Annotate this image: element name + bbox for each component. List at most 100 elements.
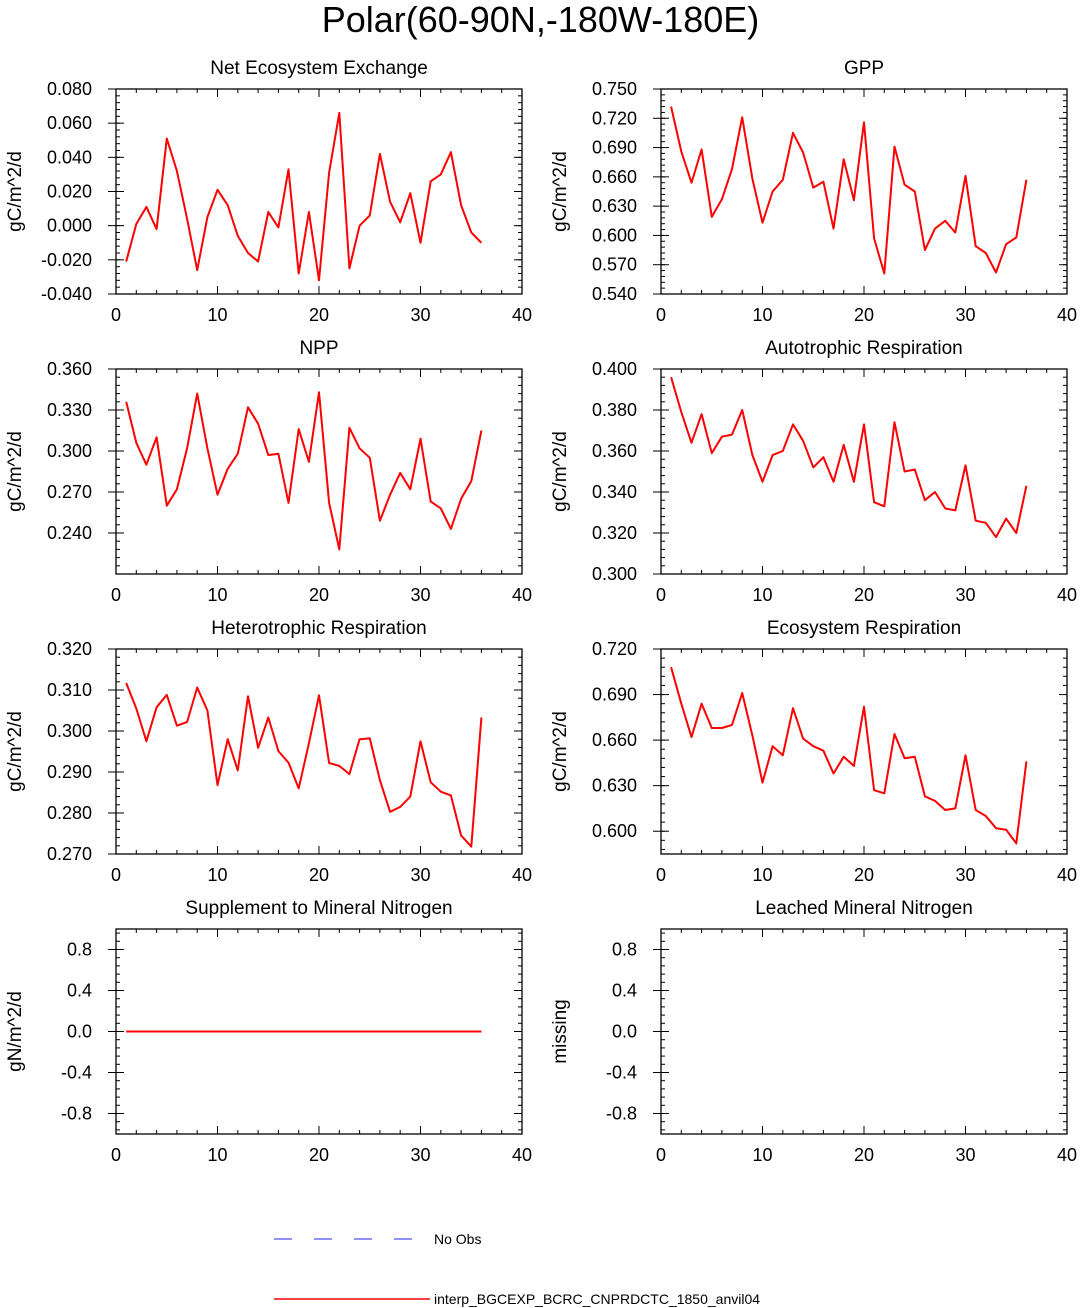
y-axis-label: gC/m^2/d bbox=[5, 151, 26, 232]
chart-6: Ecosystem Respiration gC/m^2/d 0 10 20 30 40 0.… bbox=[550, 618, 1077, 885]
x-tick-label: 20 bbox=[309, 865, 329, 885]
x-tick-label: 40 bbox=[512, 865, 532, 885]
x-tick-label: 0 bbox=[111, 305, 121, 325]
legend-obs-label: No Obs bbox=[434, 1231, 481, 1247]
series-line bbox=[670, 106, 1028, 275]
y-tick-label: 0.280 bbox=[47, 803, 92, 823]
x-tick-label: 40 bbox=[512, 305, 532, 325]
chart-title: GPP bbox=[844, 58, 884, 79]
x-tick-label: 10 bbox=[752, 865, 772, 885]
y-tick-label: 0.660 bbox=[592, 167, 637, 187]
y-tick-label: 0.4 bbox=[67, 981, 92, 1001]
y-tick-label: 0.400 bbox=[592, 359, 637, 379]
y-tick-label: -0.4 bbox=[606, 1063, 637, 1083]
y-tick-label: 0.8 bbox=[612, 940, 637, 960]
y-tick-label: 0.570 bbox=[592, 255, 637, 275]
y-tick-label: 0.270 bbox=[47, 844, 92, 864]
y-axis-label: gC/m^2/d bbox=[550, 151, 571, 232]
y-tick-label: 0.720 bbox=[592, 108, 637, 128]
y-tick-label: 0.300 bbox=[592, 564, 637, 584]
x-tick-label: 30 bbox=[955, 865, 975, 885]
y-tick-label: 0.040 bbox=[47, 147, 92, 167]
y-axis-label: gC/m^2/d bbox=[550, 431, 571, 512]
y-tick-label: 0.290 bbox=[47, 762, 92, 782]
x-tick-label: 20 bbox=[854, 585, 874, 605]
y-tick-label: 0.300 bbox=[47, 441, 92, 461]
chart-7: Supplement to Mineral Nitrogen gN/m^2/d 0 1… bbox=[5, 898, 532, 1165]
x-tick-label: 30 bbox=[410, 585, 430, 605]
chart-8: Leached Mineral Nitrogen missing 0 10 20 30 40… bbox=[550, 898, 1077, 1165]
y-tick-label: 0.080 bbox=[47, 79, 92, 99]
x-tick-label: 40 bbox=[512, 585, 532, 605]
x-tick-label: 10 bbox=[752, 1145, 772, 1165]
y-tick-label: -0.8 bbox=[61, 1104, 92, 1124]
x-tick-label: 20 bbox=[854, 305, 874, 325]
chart-4: Autotrophic Respiration gC/m^2/d 0 10 20 30 40… bbox=[550, 338, 1077, 605]
x-tick-label: 40 bbox=[1057, 1145, 1077, 1165]
x-tick-label: 0 bbox=[656, 865, 666, 885]
series-line bbox=[670, 666, 1028, 845]
y-tick-label: -0.020 bbox=[41, 250, 92, 270]
series-line bbox=[125, 682, 483, 848]
x-tick-label: 10 bbox=[752, 585, 772, 605]
y-tick-label: 0.660 bbox=[592, 730, 637, 750]
y-tick-label: 0.270 bbox=[47, 482, 92, 502]
legend-model-label: interp_BGCEXP_BCRC_CNPRDCTC_1850_anvil04 bbox=[434, 1291, 760, 1307]
page-title: Polar(60-90N,-180W-180E) bbox=[321, 0, 760, 40]
y-tick-label: 0.240 bbox=[47, 523, 92, 543]
x-tick-label: 0 bbox=[111, 865, 121, 885]
x-tick-label: 0 bbox=[656, 585, 666, 605]
y-tick-label: 0.630 bbox=[592, 196, 637, 216]
y-tick-label: 0.600 bbox=[592, 225, 637, 245]
y-tick-label: -0.040 bbox=[41, 284, 92, 304]
x-tick-label: 10 bbox=[207, 1145, 227, 1165]
y-tick-label: 0.310 bbox=[47, 680, 92, 700]
y-tick-label: 0.000 bbox=[47, 216, 92, 236]
x-tick-label: 0 bbox=[111, 585, 121, 605]
y-axis-label: gC/m^2/d bbox=[550, 711, 571, 792]
x-tick-label: 0 bbox=[111, 1145, 121, 1165]
y-tick-label: 0.360 bbox=[47, 359, 92, 379]
x-tick-label: 30 bbox=[955, 1145, 975, 1165]
series-line bbox=[125, 391, 483, 551]
chart-3: NPP gC/m^2/d 0 10 20 30 40 0.240 0.270 0.300 0.330… bbox=[5, 338, 532, 605]
x-tick-label: 40 bbox=[1057, 585, 1077, 605]
chart-title: NPP bbox=[299, 338, 338, 359]
y-tick-label: -0.4 bbox=[61, 1063, 92, 1083]
x-tick-label: 30 bbox=[410, 1145, 430, 1165]
y-tick-label: 0.0 bbox=[67, 1022, 92, 1042]
chart-title: Ecosystem Respiration bbox=[767, 618, 961, 639]
x-tick-label: 10 bbox=[207, 305, 227, 325]
y-axis-label: missing bbox=[550, 999, 571, 1063]
y-tick-label: 0.330 bbox=[47, 400, 92, 420]
y-tick-label: 0.8 bbox=[67, 940, 92, 960]
x-tick-label: 10 bbox=[752, 305, 772, 325]
series-line bbox=[125, 111, 483, 282]
chart-title: Supplement to Mineral Nitrogen bbox=[185, 898, 452, 919]
y-tick-label: 0.340 bbox=[592, 482, 637, 502]
x-tick-label: 40 bbox=[512, 1145, 532, 1165]
x-tick-label: 20 bbox=[854, 865, 874, 885]
y-tick-label: 0.690 bbox=[592, 685, 637, 705]
x-tick-label: 20 bbox=[309, 1145, 329, 1165]
chart-2: GPP gC/m^2/d 0 10 20 30 40 0.540 0.570 0.600 0.630… bbox=[550, 58, 1077, 325]
x-tick-label: 20 bbox=[309, 305, 329, 325]
chart-title: Leached Mineral Nitrogen bbox=[755, 898, 973, 919]
chart-5: Heterotrophic Respiration gC/m^2/d 0 10 20 30… bbox=[5, 618, 532, 885]
y-tick-label: 0.690 bbox=[592, 138, 637, 158]
y-axis-label: gC/m^2/d bbox=[5, 711, 26, 792]
y-axis-label: gN/m^2/d bbox=[5, 991, 26, 1072]
x-tick-label: 40 bbox=[1057, 865, 1077, 885]
y-tick-label: 0.380 bbox=[592, 400, 637, 420]
x-tick-label: 10 bbox=[207, 865, 227, 885]
x-tick-label: 20 bbox=[854, 1145, 874, 1165]
y-tick-label: 0.720 bbox=[592, 639, 637, 659]
series-line bbox=[670, 376, 1028, 539]
y-tick-label: 0.320 bbox=[47, 639, 92, 659]
y-tick-label: 0.540 bbox=[592, 284, 637, 304]
y-axis-label: gC/m^2/d bbox=[5, 431, 26, 512]
x-tick-label: 0 bbox=[656, 1145, 666, 1165]
y-tick-label: 0.4 bbox=[612, 981, 637, 1001]
